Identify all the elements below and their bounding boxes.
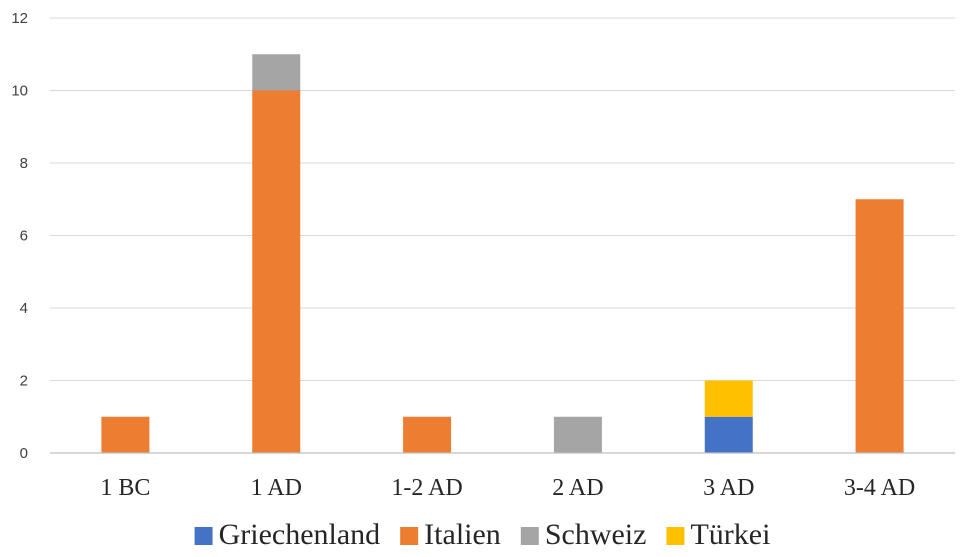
bar-segment: [252, 90, 301, 453]
legend: Griechenland Italien Schweiz Türkei: [194, 518, 770, 551]
legend-label: Türkei: [690, 518, 770, 551]
legend-item: Griechenland: [194, 518, 381, 551]
x-tick-label: 1 AD: [251, 475, 302, 501]
y-tick-label: 4: [20, 300, 28, 317]
x-tick-label: 3-4 AD: [844, 475, 915, 501]
y-tick-label: 12: [11, 10, 28, 27]
bar-segment: [704, 380, 753, 417]
bars: [101, 54, 904, 453]
legend-label: Schweiz: [545, 518, 647, 551]
legend-label: Italien: [424, 518, 501, 551]
x-tick-label: 3 AD: [703, 475, 754, 501]
y-tick-label: 6: [20, 228, 28, 245]
bar-segment: [855, 199, 904, 453]
bar-segment: [252, 54, 301, 91]
y-tick-label: 8: [20, 155, 28, 172]
bar-segment: [403, 416, 452, 453]
legend-item: Italien: [400, 518, 501, 551]
legend-swatch: [666, 527, 685, 545]
x-tick-label: 2 AD: [552, 475, 603, 501]
y-tick-label: 10: [11, 83, 28, 100]
y-tick-label: 0: [20, 445, 28, 462]
bar-segment: [553, 416, 602, 453]
x-axis-ticks: 1 BC 1 AD 1-2 AD 2 AD 3 AD 3-4 AD: [100, 475, 915, 501]
x-tick-label: 1-2 AD: [391, 475, 462, 501]
gridlines: [50, 17, 955, 381]
bar-segment: [704, 416, 753, 453]
y-axis-ticks: 0 2 4 6 8 10 12: [11, 10, 28, 462]
y-tick-label: 2: [20, 373, 28, 390]
legend-swatch: [194, 527, 213, 545]
legend-item: Schweiz: [520, 518, 647, 551]
legend-label: Griechenland: [219, 518, 381, 551]
legend-swatch: [520, 527, 539, 545]
bar-segment: [101, 416, 150, 453]
legend-swatch: [400, 527, 419, 545]
x-tick-label: 1 BC: [100, 475, 150, 501]
legend-item: Türkei: [666, 518, 770, 551]
